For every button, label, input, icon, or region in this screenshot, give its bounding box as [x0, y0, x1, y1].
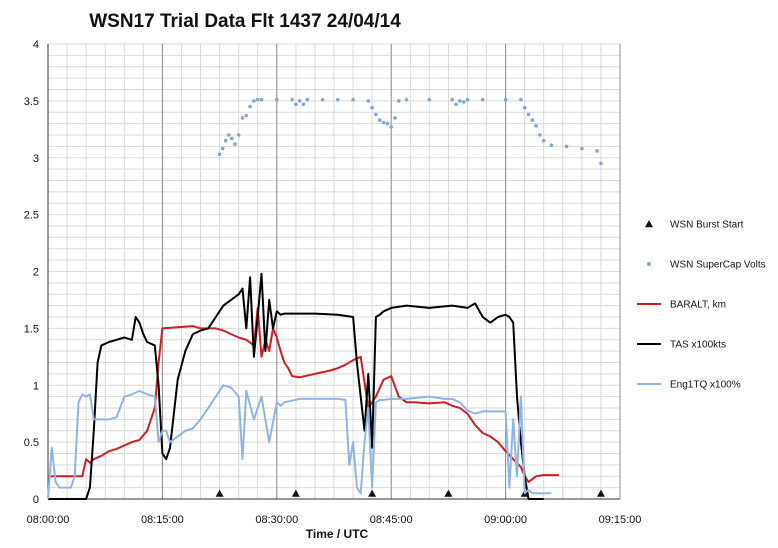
data-point — [290, 97, 294, 102]
series-line — [48, 272, 544, 500]
burst-marker — [291, 489, 300, 497]
data-point — [236, 133, 241, 137]
burst-marker — [368, 489, 377, 497]
legend: WSN Burst Start WSN SuperCap Volts BARALT,… — [637, 220, 766, 391]
burst-marker — [215, 489, 224, 497]
data-point — [227, 133, 231, 137]
data-point — [336, 97, 340, 102]
data-point — [233, 142, 237, 146]
legend-label: WSN Burst Start — [670, 220, 744, 231]
data-point — [450, 97, 455, 102]
data-point — [320, 97, 325, 102]
data-point — [297, 99, 302, 103]
series-3 — [48, 272, 544, 500]
data-point — [389, 125, 394, 129]
chart-title: WSN17 Trial Data Flt 1437 24/04/14 — [89, 11, 401, 32]
legend-swatch — [645, 220, 653, 228]
data-point — [541, 138, 546, 143]
legend-label: Eng1TQ x100% — [670, 380, 741, 391]
data-point — [223, 138, 228, 143]
legend-item: BARALT, km — [637, 300, 726, 311]
x-tick-label: 08:45:00 — [370, 514, 413, 526]
x-tick-label: 08:00:00 — [27, 514, 70, 526]
data-point — [385, 121, 390, 126]
data-point — [294, 102, 298, 107]
data-point — [381, 120, 386, 125]
data-point — [397, 99, 401, 103]
y-tick-label: 3.5 — [24, 96, 39, 108]
y-tick-label: 1.5 — [24, 323, 39, 335]
data-point — [217, 152, 222, 157]
legend-item: WSN Burst Start — [645, 220, 744, 231]
y-tick-label: 0.5 — [24, 437, 39, 449]
data-point — [305, 97, 310, 102]
data-point — [240, 116, 245, 120]
data-point — [564, 144, 569, 149]
series-1 — [217, 97, 603, 166]
data-point — [534, 124, 538, 128]
data-point — [503, 97, 508, 102]
data-point — [465, 97, 470, 102]
y-tick-label: 2 — [33, 267, 39, 279]
legend-swatch — [647, 262, 651, 266]
data-point — [519, 97, 523, 102]
data-point — [404, 97, 409, 102]
y-tick-label: 4 — [33, 39, 39, 51]
data-point — [530, 118, 535, 122]
data-point — [275, 97, 279, 102]
y-tick-label: 0 — [33, 494, 39, 506]
x-tick-label: 08:15:00 — [141, 514, 184, 526]
data-point — [599, 161, 603, 166]
data-point — [538, 133, 542, 137]
legend-item: WSN SuperCap Volts — [647, 260, 766, 271]
data-point — [248, 104, 252, 109]
data-point — [580, 146, 584, 151]
burst-marker — [596, 489, 605, 497]
data-point — [549, 143, 554, 147]
data-point — [480, 97, 485, 102]
data-point — [244, 113, 249, 118]
series-line — [47, 384, 552, 500]
series-0 — [215, 489, 605, 497]
data-point — [259, 97, 264, 102]
y-tick-label: 2.5 — [24, 210, 39, 222]
series-line — [48, 306, 559, 483]
x-axis-label: Time / UTC — [306, 527, 369, 541]
data-point — [378, 118, 382, 122]
burst-marker — [444, 489, 453, 497]
data-point — [393, 116, 397, 120]
legend-label: WSN SuperCap Volts — [670, 260, 766, 271]
x-tick-label: 08:30:00 — [255, 514, 298, 526]
axes: 0 0.5 1 1.5 2 2.5 3 3.5 4 08:00:00 08:15:00 08:30:0… — [24, 39, 642, 526]
data-point — [230, 136, 234, 141]
data-point — [370, 105, 374, 110]
data-point — [366, 99, 371, 103]
grid — [47, 43, 621, 500]
data-point — [220, 146, 225, 151]
x-tick-label: 09:00:00 — [484, 514, 527, 526]
data-point — [595, 149, 599, 153]
legend-item: TAS x100kts — [637, 340, 726, 351]
data-point — [301, 102, 306, 107]
data-point — [427, 97, 432, 102]
plot-area — [47, 97, 605, 500]
data-point — [526, 112, 531, 117]
series-2 — [48, 306, 559, 483]
data-point — [458, 99, 462, 103]
data-point — [351, 97, 355, 102]
legend-label: BARALT, km — [670, 300, 726, 311]
y-tick-label: 3 — [33, 153, 39, 165]
data-point — [374, 112, 378, 117]
data-point — [252, 99, 256, 103]
data-point — [255, 97, 260, 102]
data-point — [454, 102, 458, 107]
data-point — [461, 100, 466, 104]
series-4 — [47, 384, 552, 500]
x-tick-label: 09:15:00 — [599, 514, 642, 526]
data-point — [522, 105, 527, 110]
legend-label: TAS x100kts — [670, 340, 726, 351]
legend-item: Eng1TQ x100% — [637, 380, 741, 391]
y-tick-label: 1 — [33, 380, 39, 392]
